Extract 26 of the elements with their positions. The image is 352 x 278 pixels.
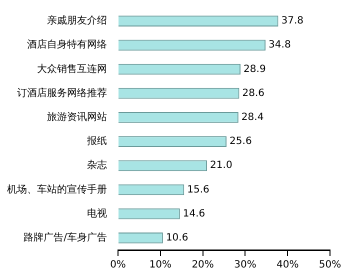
data-label: 15.6 bbox=[187, 184, 210, 196]
y-tick-label: 大众销售互连网 bbox=[37, 62, 107, 75]
data-label: 14.6 bbox=[182, 208, 206, 220]
y-tick-label: 杂志 bbox=[87, 159, 107, 172]
x-tick-label: 40% bbox=[276, 260, 299, 271]
x-tick-label: 30% bbox=[234, 260, 256, 271]
data-label: 28.4 bbox=[241, 112, 264, 124]
x-tick-label: 10% bbox=[149, 260, 172, 271]
data-label: 37.8 bbox=[281, 16, 304, 27]
y-tick-label: 电视 bbox=[87, 207, 107, 220]
data-label: 34.8 bbox=[268, 40, 291, 51]
y-tick-label: 亲戚朋友介绍 bbox=[47, 14, 107, 27]
y-tick-label: 路牌广告/车身广告 bbox=[24, 232, 107, 244]
y-tick-label: 机场、车站的宣传手册 bbox=[7, 183, 107, 196]
data-label: 21.0 bbox=[210, 160, 232, 172]
y-tick-label: 订酒店服务网络推荐 bbox=[17, 86, 107, 99]
y-tick-label: 报纸 bbox=[86, 135, 107, 148]
y-tick-label: 酒店自身特有网络 bbox=[27, 38, 107, 51]
data-label: 10.6 bbox=[166, 232, 188, 244]
data-label: 28.9 bbox=[244, 64, 266, 75]
x-tick-label: 50% bbox=[318, 260, 342, 271]
y-tick-label: 旅游资讯网站 bbox=[47, 111, 107, 124]
data-label: 25.6 bbox=[230, 136, 252, 148]
x-tick-label: 20% bbox=[192, 260, 214, 271]
x-tick-label: 0% bbox=[110, 260, 126, 271]
data-label: 28.6 bbox=[242, 88, 265, 99]
